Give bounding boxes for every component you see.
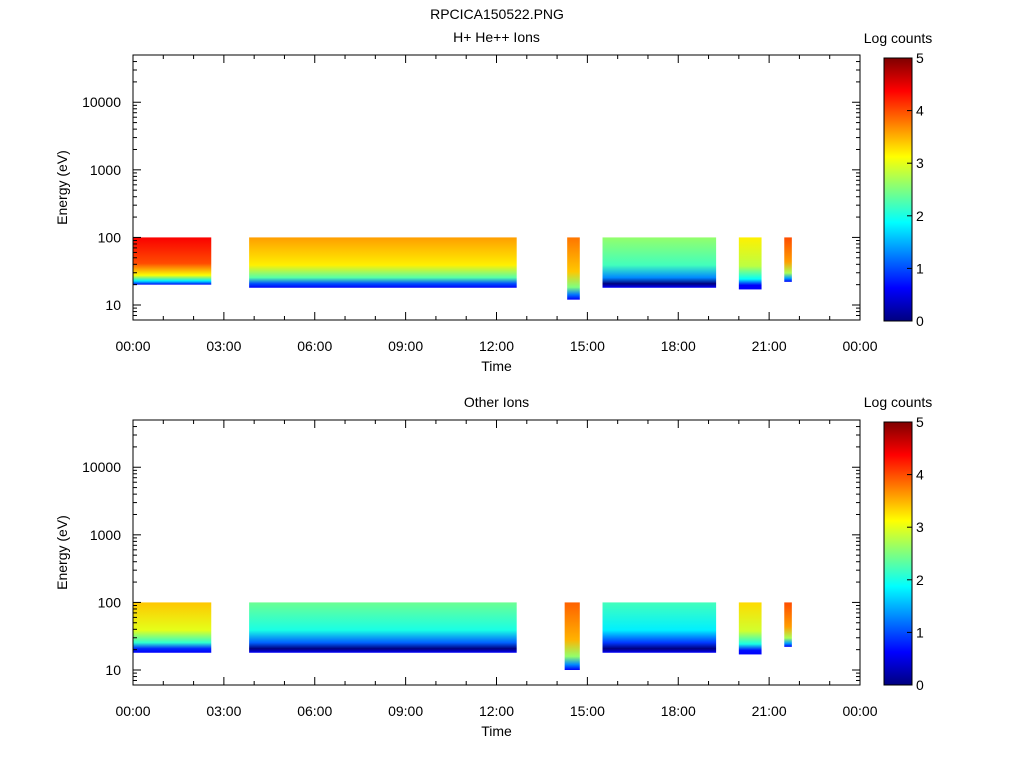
x-tick-label: 15:00 bbox=[570, 703, 605, 719]
data-block bbox=[249, 237, 517, 288]
x-tick-label: 21:00 bbox=[752, 703, 787, 719]
y-tick-label: 100 bbox=[98, 229, 122, 245]
colorbar bbox=[883, 57, 913, 322]
x-tick-label: 15:00 bbox=[570, 338, 605, 354]
colorbar-tick-label: 5 bbox=[916, 50, 924, 66]
x-tick-label: 12:00 bbox=[479, 703, 514, 719]
data-block bbox=[133, 602, 212, 653]
colorbar-label: Log counts bbox=[864, 30, 933, 46]
data-block bbox=[602, 602, 717, 653]
colorbar-tick-label: 0 bbox=[916, 677, 924, 693]
data-block bbox=[784, 237, 792, 282]
y-tick-label: 1000 bbox=[90, 162, 121, 178]
x-tick-label: 06:00 bbox=[297, 338, 332, 354]
colorbar bbox=[883, 421, 913, 686]
data-block bbox=[567, 237, 580, 300]
x-tick-label: 00:00 bbox=[115, 703, 150, 719]
x-tick-label: 00:00 bbox=[115, 338, 150, 354]
colorbar-tick-label: 2 bbox=[916, 208, 924, 224]
y-tick-label: 10000 bbox=[82, 459, 121, 475]
panel-title: H+ He++ Ions bbox=[453, 29, 540, 45]
x-tick-label: 09:00 bbox=[388, 703, 423, 719]
panel-title: Other Ions bbox=[464, 394, 529, 410]
colorbar-tick-label: 1 bbox=[916, 624, 924, 640]
colorbar-tick-label: 1 bbox=[916, 260, 924, 276]
colorbar-tick-label: 5 bbox=[916, 414, 924, 430]
x-tick-label: 12:00 bbox=[479, 338, 514, 354]
colorbar-tick-label: 4 bbox=[916, 103, 924, 119]
colorbar-tick-label: 3 bbox=[916, 519, 924, 535]
data-block bbox=[738, 237, 762, 290]
data-block bbox=[564, 602, 580, 671]
x-tick-label: 09:00 bbox=[388, 338, 423, 354]
y-tick-label: 10000 bbox=[82, 94, 121, 110]
figure-title: RPCICA150522.PNG bbox=[430, 6, 564, 22]
colorbar-label: Log counts bbox=[864, 394, 933, 410]
x-axis-label: Time bbox=[481, 358, 512, 374]
colorbar-tick-label: 3 bbox=[916, 155, 924, 171]
y-axis-label: Energy (eV) bbox=[54, 515, 70, 590]
x-tick-label: 21:00 bbox=[752, 338, 787, 354]
data-block bbox=[133, 237, 212, 285]
y-axis-label: Energy (eV) bbox=[54, 150, 70, 225]
y-tick-label: 100 bbox=[98, 594, 122, 610]
colorbar-tick-label: 4 bbox=[916, 467, 924, 483]
x-tick-label: 03:00 bbox=[206, 338, 241, 354]
data-block bbox=[249, 602, 517, 653]
x-tick-label: 00:00 bbox=[842, 703, 877, 719]
x-tick-label: 06:00 bbox=[297, 703, 332, 719]
x-tick-label: 03:00 bbox=[206, 703, 241, 719]
colorbar-tick-label: 0 bbox=[916, 313, 924, 329]
data-block bbox=[784, 602, 792, 647]
x-tick-label: 18:00 bbox=[661, 703, 696, 719]
x-tick-label: 00:00 bbox=[842, 338, 877, 354]
data-block bbox=[738, 602, 762, 655]
y-tick-label: 10 bbox=[105, 297, 121, 313]
x-tick-label: 18:00 bbox=[661, 338, 696, 354]
y-tick-label: 10 bbox=[105, 662, 121, 678]
colorbar-tick-label: 2 bbox=[916, 572, 924, 588]
data-block bbox=[602, 237, 717, 288]
y-tick-label: 1000 bbox=[90, 527, 121, 543]
x-axis-label: Time bbox=[481, 723, 512, 739]
